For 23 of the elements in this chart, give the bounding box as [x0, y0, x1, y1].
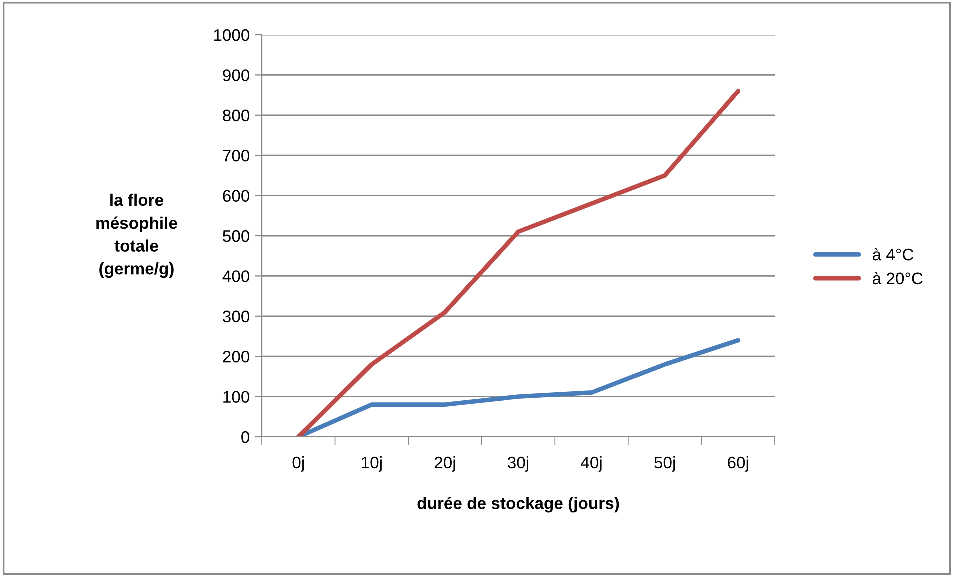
y-tick-label: 200 [223, 351, 250, 363]
y-tick-label: 600 [223, 190, 250, 202]
x-tick-label: 0j [292, 456, 304, 472]
y-axis-title: la flore mésophile totale (germe/g) [96, 194, 178, 278]
y-tick-label: 100 [224, 391, 250, 404]
line-series [296, 89, 741, 437]
y-tick-label: 300 [223, 310, 250, 323]
x-tick-label: 60j [728, 456, 748, 472]
y-tick-label: 900 [223, 70, 250, 82]
y-tick-label: 1000 [214, 29, 250, 42]
x-tick-label: 40j [581, 456, 602, 472]
y-tick-label: 0 [242, 431, 250, 444]
x-tick-label: 30j [508, 456, 528, 472]
x-tick-label: 20j [434, 456, 456, 472]
y-tick-label: 400 [222, 270, 250, 282]
legend-label: à 20°C [873, 272, 923, 285]
y-tick-label: 500 [223, 230, 250, 242]
x-axis-title: durée de stockage (jours) [418, 496, 620, 513]
x-tick-label: 10j [362, 456, 382, 472]
x-tick-label: 50j [654, 456, 676, 472]
legend-label: à 4°C [873, 248, 914, 261]
y-tick-label: 700 [223, 150, 250, 162]
y-tick-label: 800 [223, 110, 250, 122]
